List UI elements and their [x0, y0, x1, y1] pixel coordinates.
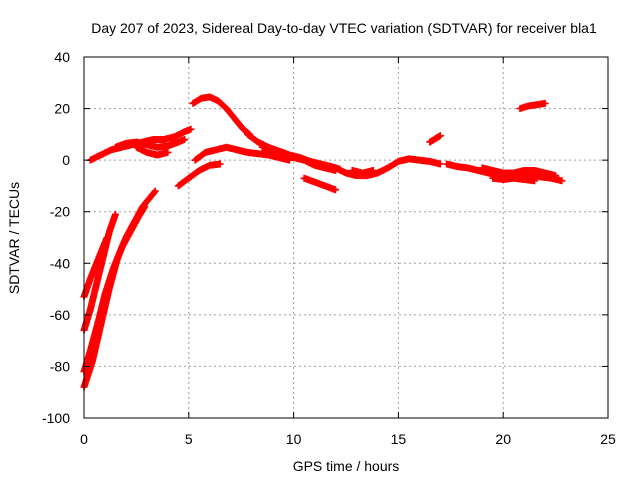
data-point	[141, 203, 149, 211]
data-series-arc-18	[478, 164, 560, 180]
data-point	[216, 160, 224, 168]
data-series-arc-14	[332, 155, 444, 180]
y-tick-label: 20	[54, 101, 70, 117]
x-tick-label: 15	[391, 431, 407, 447]
data-point	[436, 160, 444, 168]
data-series-arc-16	[426, 132, 444, 146]
y-tick-label: -20	[50, 204, 70, 220]
data-point	[164, 148, 172, 156]
data-series-arc-19	[489, 174, 539, 185]
data-series-arc-15	[348, 166, 377, 177]
x-tick-label: 25	[600, 431, 616, 447]
data-point	[181, 136, 189, 144]
data-point	[369, 166, 377, 174]
grid	[84, 57, 608, 418]
data-series-arc-4	[80, 234, 111, 301]
x-tick-label: 20	[495, 431, 511, 447]
data-point	[103, 234, 111, 241]
data-point	[541, 99, 549, 107]
axis-ticks: 0 5 10 15 20 25 -100 -80 -60 -40 -20 0 20 40	[42, 49, 616, 447]
data-point	[436, 132, 444, 140]
data-series-arc-12	[258, 143, 340, 174]
data-point	[531, 177, 539, 185]
y-tick-label: -40	[50, 255, 70, 271]
x-tick-label: 5	[185, 431, 193, 447]
data-series-arc-2	[80, 203, 149, 376]
y-tick-label: 40	[54, 49, 70, 65]
data-series-arc-9	[189, 93, 254, 138]
y-tick-label: 0	[62, 152, 70, 168]
data-point	[332, 186, 340, 194]
data-point	[151, 187, 159, 195]
data-point	[558, 177, 566, 185]
x-tick-label: 0	[80, 431, 88, 447]
data-point	[150, 188, 158, 196]
data-points	[80, 93, 566, 391]
data-series-arc-7	[132, 143, 172, 159]
data-series-arc-13	[300, 174, 340, 194]
y-tick-label: -60	[50, 307, 70, 323]
data-point	[111, 210, 119, 218]
data-series-arc-20	[516, 99, 549, 113]
data-point	[552, 172, 560, 180]
x-axis-label: GPS time / hours	[293, 458, 400, 474]
data-point	[187, 125, 195, 133]
y-tick-label: -100	[42, 410, 70, 426]
plot-frame	[83, 56, 609, 419]
chart-title: Day 207 of 2023, Sidereal Day-to-day VTE…	[91, 20, 597, 36]
y-tick-label: -80	[50, 358, 70, 374]
x-tick-label: 10	[286, 431, 302, 447]
y-axis-label: SDTVAR / TECUs	[6, 182, 22, 294]
data-series-arc-8	[174, 160, 224, 190]
